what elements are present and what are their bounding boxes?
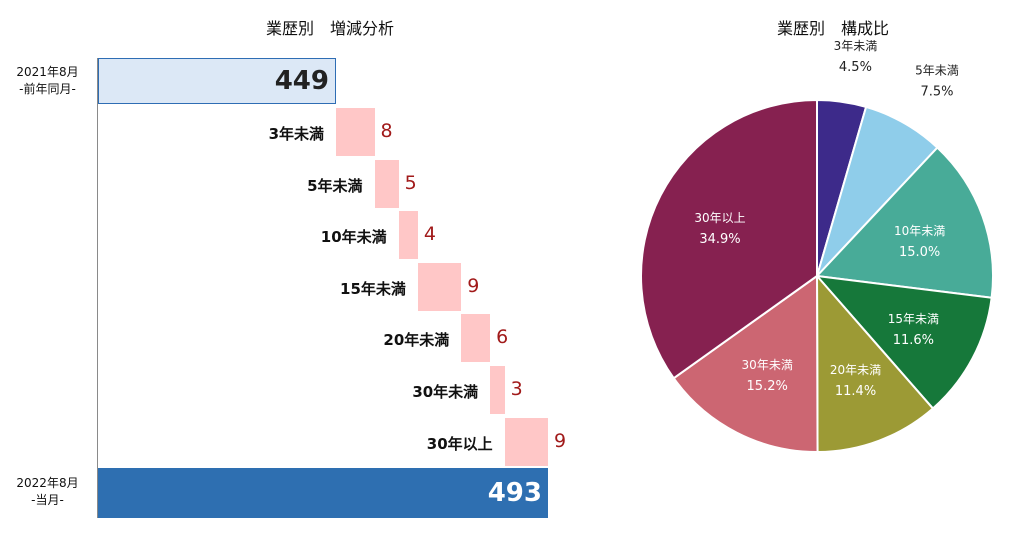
increase-value-label: 3 (510, 378, 523, 400)
end-period-label: 2022年8月 -当月- (0, 475, 95, 509)
pie-slice-percent: 11.6% (893, 333, 934, 348)
pie-slice-percent: 15.0% (899, 245, 940, 260)
increase-value-label: 9 (467, 274, 480, 297)
pie-slice-label: 30年未満 (742, 358, 793, 372)
increase-value-label: 9 (554, 429, 567, 452)
start-period-date: 2021年8月 (16, 65, 79, 79)
increase-bar (504, 417, 548, 466)
increase-bar (398, 211, 418, 260)
category-label: 10年未満 (320, 228, 387, 247)
pie-slice-label: 10年未満 (894, 224, 945, 238)
increase-bar (336, 108, 375, 156)
increase-value-label: 6 (496, 326, 509, 349)
category-label: 3年未満 (268, 125, 324, 143)
end-total-value: 493 (487, 478, 542, 508)
pie-slice-label: 20年未満 (830, 363, 881, 377)
start-total-bar: 449 (98, 58, 336, 104)
category-label: 30年未満 (412, 383, 479, 401)
pie-slice-percent: 7.5% (920, 84, 953, 99)
pie-slice (814, 274, 993, 410)
increase-bar (461, 314, 491, 363)
category-label: 20年未満 (383, 331, 450, 350)
category-label: 30年以上 (426, 434, 493, 453)
start-period-note: -前年同月- (19, 82, 76, 96)
increase-value-label: 5 (404, 171, 417, 194)
pie-slice-percent: 34.9% (699, 232, 740, 247)
increase-value-label: 8 (380, 120, 393, 142)
pie-slice-percent: 4.5% (839, 60, 872, 75)
pie-title: 業歴別 構成比 (777, 19, 890, 38)
pie-slice-label: 30年以上 (694, 211, 745, 225)
pie-slice-label: 3年未満 (834, 39, 878, 53)
category-label: 5年未満 (307, 176, 363, 195)
pie-slice (814, 146, 994, 299)
waterfall-axis-line (97, 58, 98, 518)
pie-slice (672, 274, 819, 453)
pie-slice-label: 5年未満 (915, 63, 959, 77)
increase-value-label: 4 (423, 223, 436, 246)
category-label: 15年未満 (340, 279, 406, 298)
increase-bar (417, 262, 462, 311)
increase-bar (490, 366, 505, 414)
waterfall-title: 業歴別 増減分析 (266, 19, 395, 38)
pie-slice-percent: 11.4% (835, 384, 876, 399)
end-total-bar: 493 (98, 468, 548, 518)
pie-slice (640, 98, 818, 380)
start-period-label: 2021年8月 -前年同月- (0, 64, 95, 98)
increase-bar (374, 159, 399, 208)
pie-slice-label: 15年未満 (888, 312, 939, 326)
pie-slice-percent: 15.2% (747, 379, 788, 394)
end-period-note: -当月- (31, 493, 64, 507)
start-total-value: 449 (274, 66, 329, 96)
end-period-date: 2022年8月 (16, 476, 79, 490)
pie-slice (815, 273, 935, 454)
